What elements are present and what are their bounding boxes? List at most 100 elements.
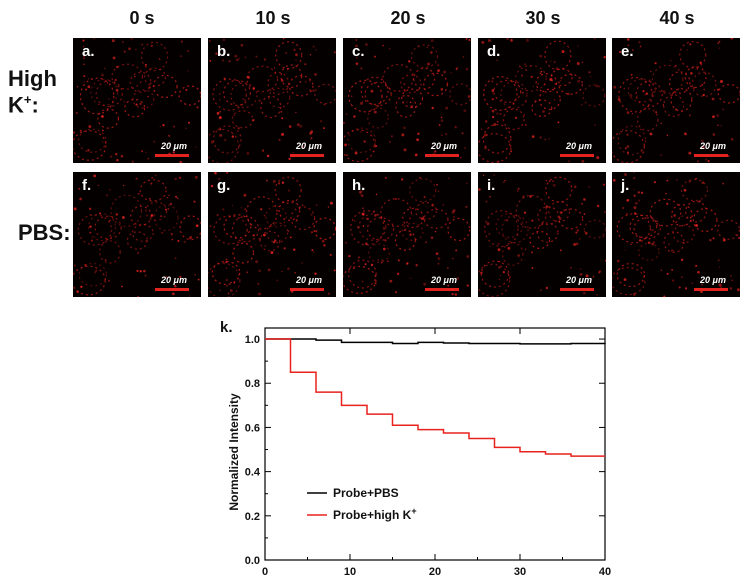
fluorescent-spot [230, 281, 232, 284]
scale-bar [560, 288, 594, 291]
fluorescent-spot [167, 208, 170, 210]
fluorescent-spot [83, 63, 85, 66]
scale-bar [694, 288, 728, 291]
fluorescent-spot [633, 194, 636, 197]
fluorescent-spot [689, 216, 692, 219]
fluorescent-spot [575, 231, 578, 234]
fluorescent-spot [525, 38, 529, 42]
cell-outline [651, 64, 684, 94]
fluorescent-spot [97, 184, 100, 187]
fluorescent-spot [649, 132, 653, 136]
fluorescent-spot [135, 103, 138, 106]
fluorescent-spot [295, 111, 297, 114]
fluorescent-spot [199, 237, 201, 239]
fluorescent-spot [101, 141, 104, 143]
fluorescent-spot [263, 58, 267, 61]
fluorescent-spot [505, 219, 509, 222]
fluorescent-spot [370, 263, 374, 267]
fluorescent-spot [400, 178, 404, 181]
cell-outline [680, 178, 709, 202]
cell-outline [637, 242, 660, 261]
scale-bar-label: 20 μm [700, 275, 726, 285]
fluorescent-spot [662, 90, 666, 93]
fluorescent-spot [234, 54, 238, 58]
cell-outline [537, 206, 559, 226]
fluorescent-spot [409, 233, 412, 236]
fluorescent-spot [360, 67, 363, 70]
fluorescent-spot [101, 73, 104, 77]
cell-outline [232, 242, 255, 264]
fluorescent-spot [729, 275, 732, 278]
cell-outline [213, 215, 248, 245]
fluorescent-spot [503, 181, 505, 183]
fluorescent-spot [145, 151, 147, 153]
fluorescent-spot [696, 68, 699, 70]
cell-outline [582, 84, 606, 107]
fluorescent-spot [670, 59, 672, 62]
fluorescent-spot [179, 55, 182, 58]
fluorescent-spot [531, 135, 535, 139]
fluorescent-spot [352, 267, 355, 270]
fluorescent-spot [596, 156, 600, 160]
fluorescent-spot [406, 262, 409, 265]
y-axis-title: Normalized Intensity [227, 393, 241, 511]
fluorescent-spot [549, 77, 553, 81]
scale-bar [425, 154, 459, 157]
fluorescent-spot [414, 153, 418, 157]
fluorescent-spot [375, 144, 378, 148]
fluorescent-spot [403, 126, 406, 130]
fluorescent-spot [452, 215, 456, 219]
fluorescent-spot [688, 180, 691, 183]
cell-outline [558, 208, 584, 230]
fluorescent-spot [585, 232, 588, 235]
fluorescent-spot [401, 133, 405, 137]
fluorescent-spot [312, 89, 315, 92]
fluorescent-spot [462, 55, 465, 58]
fluorescent-spot [104, 259, 107, 262]
legend-label-probe-pbs: Probe+PBS [333, 486, 399, 500]
fluorescent-spot [544, 213, 546, 215]
fluorescent-spot [319, 119, 323, 123]
fluorescent-spot [684, 287, 688, 290]
fluorescent-spot [76, 85, 79, 88]
fluorescent-spot [567, 160, 571, 163]
fluorescent-spot [709, 238, 712, 242]
fluorescent-spot [408, 60, 411, 63]
cell-outline [348, 79, 383, 113]
fluorescent-spot [89, 213, 92, 216]
fluorescent-spot [83, 54, 86, 57]
cell-outline [230, 82, 258, 109]
fluorescent-spot [626, 199, 629, 202]
fluorescent-spot [229, 289, 233, 292]
fluorescent-spot [159, 125, 161, 128]
x-tick-label: 20 [429, 566, 441, 578]
fluorescent-spot [509, 276, 512, 278]
fluorescent-spot [87, 78, 90, 80]
fluorescent-spot [529, 65, 532, 68]
fluorescent-spot [420, 217, 424, 220]
fluorescent-spot [361, 189, 364, 192]
fluorescent-spot [543, 83, 546, 86]
fluorescent-spot [178, 176, 182, 180]
panel-label-h: h. [352, 177, 366, 194]
fluorescent-spot [712, 115, 715, 119]
fluorescent-spot [144, 63, 148, 67]
cell-outline [515, 194, 548, 229]
fluorescent-spot [223, 138, 227, 142]
fluorescent-spot [583, 198, 586, 201]
cell-outline [502, 108, 525, 131]
fluorescent-spot [626, 111, 630, 114]
fluorescent-spot [626, 145, 630, 148]
fluorescent-spot [302, 145, 305, 148]
legend-label-base: Probe+high K [333, 508, 412, 522]
fluorescent-spot [79, 197, 82, 201]
fluorescent-spot [525, 69, 528, 71]
micrograph-panel-f: f. 20 μm [73, 172, 201, 297]
fluorescent-spot [517, 254, 520, 257]
fluorescent-spot [612, 178, 616, 182]
fluorescent-spot [252, 119, 255, 122]
fluorescent-spot [246, 151, 250, 155]
fluorescent-spot [260, 208, 263, 211]
fluorescent-spot [75, 112, 78, 115]
fluorescent-spot [592, 276, 595, 278]
